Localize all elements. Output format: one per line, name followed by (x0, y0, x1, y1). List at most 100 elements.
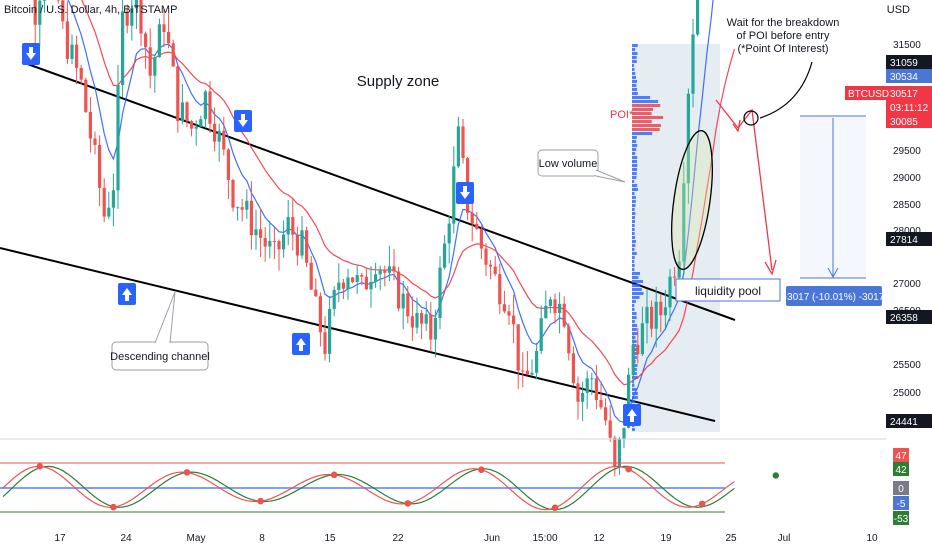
volume-profile-bar (632, 180, 634, 183)
candle-body (181, 102, 184, 121)
low-volume-pointer (596, 170, 625, 182)
volume-profile-bar (632, 244, 635, 247)
poi-label: POI* (610, 109, 634, 121)
candle-body (268, 241, 271, 247)
candle-body (475, 224, 478, 229)
candle-body (273, 241, 276, 242)
candle-body (383, 271, 386, 273)
candle-body (291, 217, 294, 235)
badge-low: 30085 (890, 117, 918, 128)
volume-profile-bar (632, 72, 635, 75)
candle-body (553, 299, 556, 313)
candle-body (379, 271, 382, 275)
wait-note-2: of POI before entry (737, 30, 830, 42)
volume-profile-bar (632, 176, 636, 179)
symbol-badge: BTCUSD (848, 89, 889, 100)
badge-countdown: 03:11:12 (890, 103, 929, 114)
volume-profile-bar (632, 320, 635, 323)
candle-body (512, 316, 515, 325)
candle-body (507, 311, 510, 315)
candle-body (544, 306, 547, 318)
candle-body (673, 277, 676, 278)
volume-profile-bar (632, 80, 637, 83)
candle-body (392, 266, 395, 271)
volume-profile-bar (632, 164, 637, 167)
osc-dot-red (478, 467, 484, 473)
time-tick: 15:00 (532, 533, 557, 544)
candle-body (540, 318, 543, 351)
volume-profile-bar (632, 316, 637, 319)
volume-profile-bar (632, 156, 637, 159)
candle-body (420, 313, 423, 324)
candle-body (576, 383, 579, 401)
candle-body (599, 400, 602, 407)
price-tick: 29000 (893, 173, 921, 184)
candle-body (549, 299, 552, 306)
time-tick: 15 (324, 533, 336, 544)
candle-body (245, 201, 248, 210)
candle-body (167, 32, 170, 43)
candle-body (415, 313, 418, 328)
osc-dot-red (37, 463, 43, 469)
candle-body (668, 277, 671, 308)
badge-24441: 24441 (890, 417, 918, 428)
osc-dot-red (625, 466, 631, 472)
candle-body (480, 229, 483, 249)
candle-body (204, 91, 207, 119)
osc-badge: -53 (894, 514, 909, 525)
volume-profile-bar (632, 160, 637, 163)
volume-profile-bar (632, 300, 636, 303)
badge-26358: 26358 (890, 313, 918, 324)
candle-body (93, 138, 96, 144)
candle-body (337, 283, 340, 290)
candle-body (526, 371, 529, 375)
volume-profile-bar (632, 208, 635, 211)
volume-profile-bar (632, 308, 634, 311)
candle-body (535, 351, 538, 373)
candle-body (89, 112, 92, 139)
candle-body (342, 283, 345, 289)
candle-body (218, 131, 221, 142)
volume-profile-bar (632, 304, 634, 307)
candle-body (346, 278, 349, 289)
candle-body (103, 188, 106, 217)
volume-profile-bar (632, 280, 643, 283)
marker-down-1 (22, 43, 40, 65)
time-tick: 25 (725, 533, 737, 544)
symbol-title: Bitcoin / U.S. Dollar, 4h, BITSTAMP (4, 4, 177, 16)
volume-profile-bar (632, 268, 634, 271)
candle-body (176, 66, 179, 121)
osc-dot-red (331, 472, 337, 478)
osc-badge: -5 (897, 499, 906, 510)
volume-profile-bar (632, 148, 636, 151)
candle-body (80, 68, 83, 80)
candle-body (457, 126, 460, 166)
volume-profile-bar (632, 220, 635, 223)
candle-body (503, 304, 506, 311)
volume-profile-bar (632, 152, 635, 155)
candle-body (645, 307, 648, 323)
volume-profile-bar (632, 116, 663, 119)
candle-body (664, 307, 667, 315)
candle-body (365, 277, 368, 290)
candle-body (434, 318, 437, 340)
volume-profile-bar (632, 76, 636, 79)
candle-body (586, 378, 589, 393)
wait-note-3: (*Point Of Interest) (737, 43, 828, 55)
price-tick: 25000 (893, 388, 921, 399)
volume-profile-bar (632, 84, 636, 87)
volume-profile-bar (632, 60, 637, 63)
time-tick: Jun (484, 533, 500, 544)
candle-body (277, 241, 280, 249)
volume-profile-bar (632, 88, 637, 91)
time-tick: 19 (660, 533, 672, 544)
volume-profile-bar (632, 224, 635, 227)
volume-profile-bar (632, 168, 637, 171)
candle-body (356, 275, 359, 282)
candle-body (429, 314, 432, 339)
osc-dot-green (773, 472, 779, 478)
volume-profile-bar (632, 44, 638, 47)
candle-body (296, 235, 299, 256)
candle-body (241, 207, 244, 210)
